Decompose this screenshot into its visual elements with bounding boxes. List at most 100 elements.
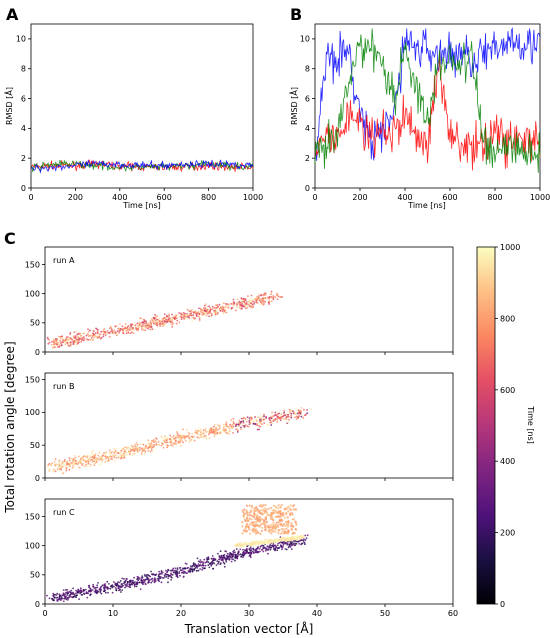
scatter-point xyxy=(153,439,155,441)
scatter-point xyxy=(91,454,94,457)
scatter-point xyxy=(248,504,251,507)
scatter-point xyxy=(252,515,255,519)
scatter-point xyxy=(148,574,151,577)
scatter-point xyxy=(259,540,262,544)
scatter-point xyxy=(71,462,73,464)
scatter-point xyxy=(90,337,93,339)
scatter-point xyxy=(209,307,212,309)
scatter-point xyxy=(119,588,121,591)
scatter-point xyxy=(81,337,83,340)
scatter-point xyxy=(256,424,259,427)
scatter-point xyxy=(166,573,169,576)
panel-b-ytick-label: 0 xyxy=(305,184,310,193)
scatter-point xyxy=(96,584,99,587)
scatter-point xyxy=(250,556,252,559)
scatter-point xyxy=(252,530,255,533)
scatter-point xyxy=(205,308,208,310)
scatter-point xyxy=(147,439,150,442)
scatter-point xyxy=(151,440,153,442)
scatter-point xyxy=(67,343,70,346)
scatter-point xyxy=(226,552,229,555)
scatter-point xyxy=(67,463,69,465)
scatter-point xyxy=(201,569,204,571)
panel-c-3-xtick-label: 0 xyxy=(42,609,47,618)
colorbar-tick-label: 600 xyxy=(500,386,515,395)
scatter-point xyxy=(130,325,133,328)
scatter-point xyxy=(77,333,80,335)
scatter-point xyxy=(236,306,239,309)
scatter-point xyxy=(119,328,122,330)
scatter-point xyxy=(62,463,65,466)
scatter-point xyxy=(230,556,233,559)
scatter-point xyxy=(146,573,148,576)
scatter-point xyxy=(256,530,259,533)
scatter-point xyxy=(279,510,282,513)
scatter-point xyxy=(62,462,65,465)
scatter-point xyxy=(205,437,208,439)
scatter-point xyxy=(289,504,292,507)
scatter-point xyxy=(86,457,88,459)
scatter-point xyxy=(97,582,99,584)
scatter-point xyxy=(185,315,188,317)
scatter-point xyxy=(101,584,104,587)
scatter-point xyxy=(274,296,277,299)
scatter-point xyxy=(252,551,255,554)
scatter-point xyxy=(295,418,298,420)
scatter-point xyxy=(217,562,219,565)
scatter-point xyxy=(152,451,155,454)
panel-a-ytick-label: 2 xyxy=(21,154,26,163)
scatter-point xyxy=(288,419,290,421)
scatter-point xyxy=(236,557,239,560)
panel-b-series-group xyxy=(314,26,541,173)
scatter-point xyxy=(259,532,262,536)
scatter-point xyxy=(186,308,189,311)
scatter-point xyxy=(222,561,225,564)
scatter-point xyxy=(291,532,295,535)
scatter-point xyxy=(157,317,160,320)
scatter-point xyxy=(89,334,92,337)
scatter-point xyxy=(193,435,196,438)
scatter-point xyxy=(277,529,280,532)
scatter-point xyxy=(245,301,248,303)
scatter-point xyxy=(133,584,136,587)
scatter-point xyxy=(286,421,289,424)
scatter-point xyxy=(60,596,63,599)
scatter-point xyxy=(225,560,228,563)
scatter-point xyxy=(69,339,71,341)
scatter-point xyxy=(56,596,59,599)
run-label: run B xyxy=(53,382,74,391)
scatter-point xyxy=(96,591,99,594)
scatter-point xyxy=(133,450,136,453)
scatter-point xyxy=(254,528,257,531)
scatter-point xyxy=(293,538,296,541)
scatter-point xyxy=(58,470,60,473)
scatter-point xyxy=(87,592,89,595)
scatter-point xyxy=(259,511,262,515)
scatter-point xyxy=(96,586,99,589)
scatter-point xyxy=(282,412,285,415)
scatter-point xyxy=(219,308,222,310)
scatter-point xyxy=(161,442,164,445)
scatter-point xyxy=(246,550,248,552)
scatter-point xyxy=(69,465,72,468)
colorbar-tick-label: 1000 xyxy=(500,243,520,252)
scatter-point xyxy=(142,328,145,330)
scatter-point xyxy=(87,330,90,333)
scatter-point xyxy=(83,337,86,340)
scatter-point xyxy=(46,336,49,339)
scatter-point xyxy=(262,550,265,553)
scatter-point xyxy=(70,344,72,346)
scatter-point xyxy=(296,412,299,415)
scatter-point xyxy=(208,566,211,569)
scatter-point xyxy=(122,452,125,455)
scatter-point xyxy=(198,437,201,439)
scatter-point xyxy=(103,331,106,333)
scatter-point xyxy=(286,525,289,528)
scatter-point xyxy=(260,509,264,512)
scatter-point xyxy=(67,596,70,599)
panel-a-ytick-label: 10 xyxy=(16,35,26,44)
scatter-point xyxy=(293,544,296,547)
scatter-point xyxy=(100,456,102,458)
scatter-point xyxy=(204,429,207,432)
scatter-point xyxy=(227,306,230,309)
